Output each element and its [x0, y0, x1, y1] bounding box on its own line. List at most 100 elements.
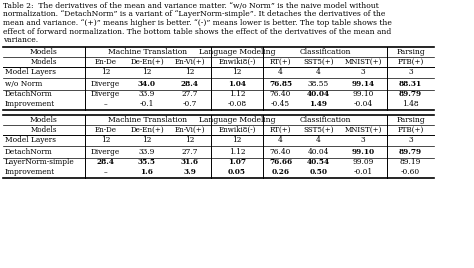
Text: PTB(+): PTB(+)	[397, 125, 424, 133]
Text: 27.7: 27.7	[181, 91, 198, 99]
Text: 35.5: 35.5	[138, 158, 156, 166]
Text: Model Layers: Model Layers	[5, 136, 56, 144]
Text: 28.4: 28.4	[97, 158, 115, 166]
Text: 12: 12	[142, 136, 152, 144]
Text: SST5(+): SST5(+)	[303, 125, 334, 133]
Text: 0.50: 0.50	[310, 169, 328, 177]
Text: MNIST(+): MNIST(+)	[344, 58, 382, 65]
Text: Models: Models	[30, 116, 58, 124]
Text: Classification: Classification	[299, 116, 351, 124]
Text: variance.: variance.	[3, 36, 38, 44]
Text: Classification: Classification	[299, 47, 351, 55]
Text: 76.85: 76.85	[269, 80, 292, 88]
Text: 1.48: 1.48	[402, 100, 419, 109]
Text: Models: Models	[31, 58, 57, 65]
Text: Models: Models	[31, 125, 57, 133]
Text: 40.54: 40.54	[307, 158, 330, 166]
Text: Model Layers: Model Layers	[5, 68, 56, 76]
Text: Table 2:  The derivatives of the mean and variance matter. “w/o Norm” is the nai: Table 2: The derivatives of the mean and…	[3, 2, 379, 10]
Text: Models: Models	[30, 47, 58, 55]
Text: 12: 12	[101, 68, 110, 76]
Text: 33.9: 33.9	[139, 91, 155, 99]
Text: Improvement: Improvement	[5, 100, 55, 109]
Text: 99.09: 99.09	[352, 158, 374, 166]
Text: 89.79: 89.79	[399, 148, 422, 156]
Text: En-Vi(+): En-Vi(+)	[174, 58, 205, 65]
Text: 1.07: 1.07	[228, 158, 246, 166]
Text: -0.08: -0.08	[228, 100, 246, 109]
Text: Diverge: Diverge	[91, 91, 120, 99]
Text: 33.9: 33.9	[139, 148, 155, 156]
Text: 99.10: 99.10	[352, 91, 374, 99]
Text: 31.6: 31.6	[181, 158, 199, 166]
Text: 0.05: 0.05	[228, 169, 246, 177]
Text: -0.7: -0.7	[182, 100, 197, 109]
Text: 27.7: 27.7	[181, 148, 198, 156]
Text: -0.60: -0.60	[401, 169, 420, 177]
Text: 4: 4	[278, 68, 283, 76]
Text: 0.26: 0.26	[272, 169, 290, 177]
Text: 28.4: 28.4	[181, 80, 199, 88]
Text: Parsing: Parsing	[396, 47, 425, 55]
Text: normalization. “DetachNorm” is a variant of “LayerNorm-simple”. It detaches the : normalization. “DetachNorm” is a variant…	[3, 10, 385, 18]
Text: RT(+): RT(+)	[270, 125, 291, 133]
Text: 1.12: 1.12	[229, 91, 245, 99]
Text: 12: 12	[232, 68, 242, 76]
Text: 12: 12	[232, 136, 242, 144]
Text: 1.04: 1.04	[228, 80, 246, 88]
Text: 89.19: 89.19	[400, 158, 421, 166]
Text: 99.14: 99.14	[351, 80, 374, 88]
Text: –: –	[104, 169, 108, 177]
Text: 12: 12	[185, 136, 194, 144]
Text: Language Modeling: Language Modeling	[199, 116, 275, 124]
Text: 4: 4	[278, 136, 283, 144]
Text: DetachNorm: DetachNorm	[5, 148, 53, 156]
Text: En-De: En-De	[94, 125, 117, 133]
Text: w/o Norm: w/o Norm	[5, 80, 42, 88]
Text: 12: 12	[185, 68, 194, 76]
Text: -0.01: -0.01	[354, 169, 373, 177]
Text: effect of forward normalization. The bottom table shows the effect of the deriva: effect of forward normalization. The bot…	[3, 28, 391, 35]
Text: -0.45: -0.45	[271, 100, 290, 109]
Text: 1.6: 1.6	[141, 169, 154, 177]
Text: Machine Translation: Machine Translation	[109, 116, 188, 124]
Text: Diverge: Diverge	[91, 80, 120, 88]
Text: PTB(+): PTB(+)	[397, 58, 424, 65]
Text: 1.49: 1.49	[310, 100, 328, 109]
Text: 12: 12	[101, 136, 110, 144]
Text: –: –	[104, 100, 108, 109]
Text: Diverge: Diverge	[91, 148, 120, 156]
Text: 89.79: 89.79	[399, 91, 422, 99]
Text: 38.55: 38.55	[308, 80, 329, 88]
Text: 40.04: 40.04	[308, 148, 329, 156]
Text: De-En(+): De-En(+)	[130, 125, 164, 133]
Text: 40.04: 40.04	[307, 91, 330, 99]
Text: 76.40: 76.40	[270, 148, 291, 156]
Text: MNIST(+): MNIST(+)	[344, 125, 382, 133]
Text: mean and variance. “(+)” means higher is better. “(-)” means lower is better. Th: mean and variance. “(+)” means higher is…	[3, 19, 392, 27]
Text: 4: 4	[316, 68, 321, 76]
Text: Enwiki8(-): Enwiki8(-)	[219, 58, 255, 65]
Text: 34.0: 34.0	[138, 80, 156, 88]
Text: Machine Translation: Machine Translation	[109, 47, 188, 55]
Text: SST5(+): SST5(+)	[303, 58, 334, 65]
Text: De-En(+): De-En(+)	[130, 58, 164, 65]
Text: Parsing: Parsing	[396, 116, 425, 124]
Text: 3.9: 3.9	[183, 169, 196, 177]
Text: En-De: En-De	[94, 58, 117, 65]
Text: 1.12: 1.12	[229, 148, 245, 156]
Text: -0.04: -0.04	[354, 100, 373, 109]
Text: 76.40: 76.40	[270, 91, 291, 99]
Text: 88.31: 88.31	[399, 80, 422, 88]
Text: 4: 4	[316, 136, 321, 144]
Text: 99.10: 99.10	[351, 148, 374, 156]
Text: 3: 3	[408, 68, 413, 76]
Text: DetachNorm: DetachNorm	[5, 91, 53, 99]
Text: RT(+): RT(+)	[270, 58, 291, 65]
Text: 3: 3	[361, 68, 365, 76]
Text: Language Modeling: Language Modeling	[199, 47, 275, 55]
Text: 76.66: 76.66	[269, 158, 292, 166]
Text: LayerNorm-simple: LayerNorm-simple	[5, 158, 75, 166]
Text: Improvement: Improvement	[5, 169, 55, 177]
Text: -0.1: -0.1	[140, 100, 154, 109]
